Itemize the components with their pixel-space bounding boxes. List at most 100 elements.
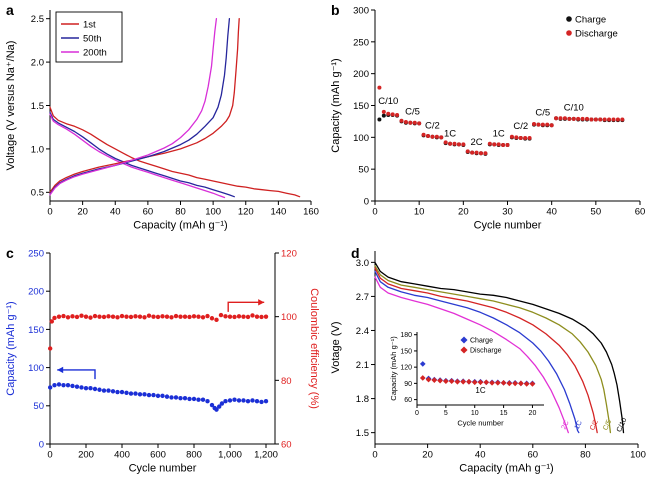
svg-text:0: 0 xyxy=(372,207,377,218)
svg-text:50: 50 xyxy=(358,165,369,176)
svg-text:Capacity (mAh g⁻¹): Capacity (mAh g⁻¹) xyxy=(459,463,553,475)
svg-text:Capacity (mAh g⁻¹): Capacity (mAh g⁻¹) xyxy=(5,301,17,395)
svg-text:90: 90 xyxy=(404,381,412,388)
svg-text:0: 0 xyxy=(372,450,377,461)
svg-text:200th: 200th xyxy=(83,47,107,58)
svg-text:160: 160 xyxy=(303,207,319,218)
svg-text:C/2: C/2 xyxy=(589,419,600,432)
svg-text:40: 40 xyxy=(475,450,486,461)
svg-text:0: 0 xyxy=(364,196,369,207)
svg-text:Cycle number: Cycle number xyxy=(474,220,542,232)
svg-text:200: 200 xyxy=(353,69,369,80)
svg-text:20: 20 xyxy=(529,410,537,417)
svg-text:80: 80 xyxy=(281,376,292,387)
chart-c-cycling-stability: 0 200 400 600 800 1,000 1,200 0 50 100 150 200 250 60… xyxy=(5,248,320,475)
svg-text:1C: 1C xyxy=(444,129,456,140)
svg-text:800: 800 xyxy=(186,450,202,461)
svg-text:2C: 2C xyxy=(471,137,483,148)
svg-text:C/10: C/10 xyxy=(616,417,629,433)
svg-text:2.5: 2.5 xyxy=(31,14,44,25)
svg-text:2.0: 2.0 xyxy=(31,58,44,69)
svg-text:2.4: 2.4 xyxy=(356,326,369,337)
chart-a-voltage-capacity: 0 20 40 60 80 100 120 140 160 0.5 1.0 1.5 2.0 2.5 Capa… xyxy=(5,10,319,232)
svg-text:20: 20 xyxy=(422,450,433,461)
panel-label-d: d xyxy=(351,245,360,261)
svg-text:Voltage (V versus Na⁺/Na): Voltage (V versus Na⁺/Na) xyxy=(5,41,17,171)
svg-text:C/10: C/10 xyxy=(564,103,584,114)
svg-text:Coulombic efficiency (%): Coulombic efficiency (%) xyxy=(308,288,320,409)
svg-text:C/5: C/5 xyxy=(405,106,420,117)
svg-text:180: 180 xyxy=(400,332,412,339)
panel-b: 0 10 20 30 40 50 60 0 50 100 150 200 250 300 Cycle num… xyxy=(325,0,650,243)
svg-text:3.0: 3.0 xyxy=(356,258,369,269)
svg-text:1,000: 1,000 xyxy=(218,450,242,461)
svg-text:50: 50 xyxy=(591,207,602,218)
svg-text:C/5: C/5 xyxy=(535,108,550,119)
svg-text:60: 60 xyxy=(143,207,154,218)
svg-text:10: 10 xyxy=(471,410,479,417)
panel-label-b: b xyxy=(331,2,340,18)
svg-text:50: 50 xyxy=(33,401,44,412)
svg-text:100: 100 xyxy=(630,450,646,461)
svg-text:0: 0 xyxy=(47,207,52,218)
svg-text:150: 150 xyxy=(400,348,412,355)
svg-text:60: 60 xyxy=(404,397,412,404)
svg-text:250: 250 xyxy=(28,248,44,259)
svg-text:1.0: 1.0 xyxy=(31,144,44,155)
svg-text:200: 200 xyxy=(78,450,94,461)
svg-text:C/2: C/2 xyxy=(425,120,440,131)
panel-label-a: a xyxy=(6,2,14,18)
svg-text:100: 100 xyxy=(353,133,369,144)
svg-text:2.7: 2.7 xyxy=(356,292,369,303)
svg-text:Capacity (mAh g⁻¹): Capacity (mAh g⁻¹) xyxy=(389,336,398,401)
svg-text:120: 120 xyxy=(400,365,412,372)
svg-text:20: 20 xyxy=(458,207,469,218)
svg-text:140: 140 xyxy=(270,207,286,218)
svg-text:15: 15 xyxy=(500,410,508,417)
svg-text:Discharge: Discharge xyxy=(470,348,502,355)
chart-b-rate-capability: 0 10 20 30 40 50 60 0 50 100 150 200 250 300 Cycle num… xyxy=(330,5,646,232)
svg-text:60: 60 xyxy=(528,450,539,461)
svg-text:150: 150 xyxy=(353,101,369,112)
svg-text:Charge: Charge xyxy=(575,14,606,25)
svg-text:Capacity (mAh g⁻¹): Capacity (mAh g⁻¹) xyxy=(330,58,342,152)
svg-text:600: 600 xyxy=(150,450,166,461)
svg-text:80: 80 xyxy=(580,450,591,461)
svg-text:1C: 1C xyxy=(493,129,505,140)
svg-text:1.5: 1.5 xyxy=(31,101,44,112)
svg-text:0: 0 xyxy=(415,410,419,417)
svg-text:Charge: Charge xyxy=(470,338,493,345)
svg-text:400: 400 xyxy=(114,450,130,461)
svg-text:Capacity (mAh g⁻¹): Capacity (mAh g⁻¹) xyxy=(133,220,227,232)
svg-text:300: 300 xyxy=(353,5,369,16)
svg-text:1.8: 1.8 xyxy=(356,394,369,405)
panel-c: 0 200 400 600 800 1,000 1,200 0 50 100 150 200 250 60… xyxy=(0,243,325,486)
svg-text:40: 40 xyxy=(110,207,121,218)
svg-text:0.5: 0.5 xyxy=(31,188,44,199)
svg-text:250: 250 xyxy=(353,37,369,48)
svg-text:1C: 1C xyxy=(574,420,584,431)
svg-text:30: 30 xyxy=(502,207,513,218)
svg-text:Cycle number: Cycle number xyxy=(129,463,197,475)
svg-text:120: 120 xyxy=(238,207,254,218)
svg-text:Discharge: Discharge xyxy=(575,28,618,39)
svg-text:C/5: C/5 xyxy=(602,419,613,432)
svg-text:50th: 50th xyxy=(83,33,102,44)
svg-text:2.1: 2.1 xyxy=(356,360,369,371)
svg-text:1C: 1C xyxy=(475,386,485,395)
svg-text:C/2: C/2 xyxy=(513,121,528,132)
svg-text:150: 150 xyxy=(28,325,44,336)
svg-text:40: 40 xyxy=(546,207,557,218)
svg-text:0: 0 xyxy=(47,450,52,461)
svg-text:100: 100 xyxy=(205,207,221,218)
svg-text:100: 100 xyxy=(28,363,44,374)
svg-text:Votage (V): Votage (V) xyxy=(330,322,342,374)
svg-text:60: 60 xyxy=(635,207,646,218)
svg-text:1st: 1st xyxy=(83,19,96,30)
panel-label-c: c xyxy=(6,245,14,261)
svg-text:120: 120 xyxy=(281,248,297,259)
svg-text:5: 5 xyxy=(444,410,448,417)
svg-text:C/10: C/10 xyxy=(378,96,398,107)
